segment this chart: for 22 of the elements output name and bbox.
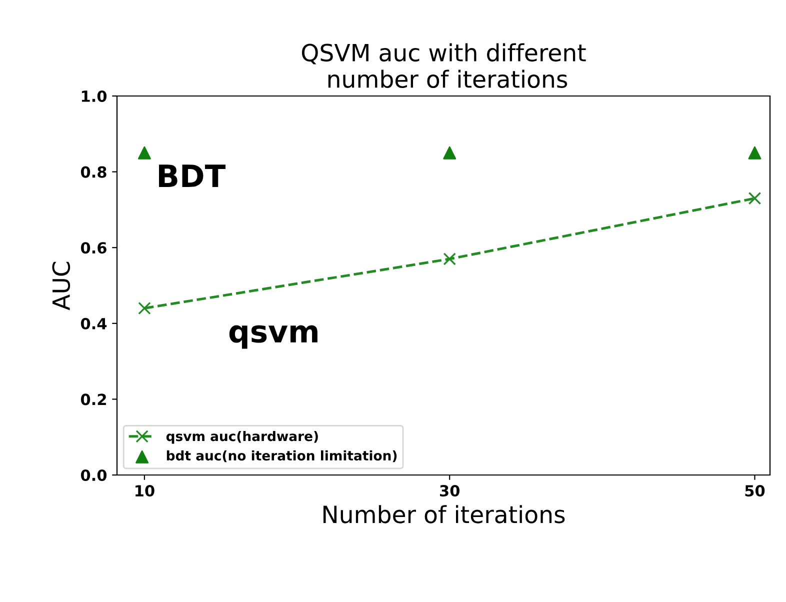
point xyxy=(138,302,151,315)
x-tick-label: 30 xyxy=(440,484,460,497)
y-tick-label: 1.0 xyxy=(82,90,107,102)
point xyxy=(443,146,456,160)
point xyxy=(748,192,762,205)
point xyxy=(748,146,762,160)
legend-label: qsvm auc(hardware) xyxy=(166,430,318,444)
y-tick-label: 0.2 xyxy=(80,394,106,406)
x-tick-label: 50 xyxy=(745,484,765,497)
point xyxy=(443,252,456,266)
y-tick-label: 0.8 xyxy=(80,166,106,178)
y-tick-label: 0.4 xyxy=(80,318,107,330)
annotation: BDT xyxy=(158,164,226,187)
x-tick-label: 10 xyxy=(136,484,154,497)
point xyxy=(138,146,151,160)
y-tick-label: 0.6 xyxy=(80,242,106,254)
y-tick-label: 0.0 xyxy=(80,469,107,482)
legend-label: bdt auc(no iteration limitation) xyxy=(166,450,397,462)
x-axis-title: Number of iterations xyxy=(323,505,565,524)
annotation: qsvm xyxy=(229,325,318,349)
chart-title: QSVM auc with different number of iterations xyxy=(302,43,586,88)
y-axis-title: AUC xyxy=(52,262,70,310)
